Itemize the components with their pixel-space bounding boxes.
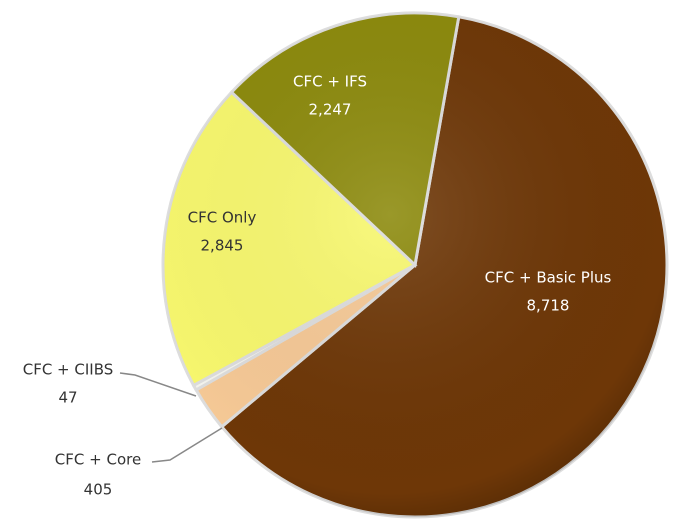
slice-value: 2,845 bbox=[201, 237, 244, 255]
slice-label: CFC + Core bbox=[55, 451, 141, 469]
slice-label: CFC + IFS bbox=[293, 73, 367, 91]
slice-value: 8,718 bbox=[527, 297, 570, 315]
slice-value: 47 bbox=[58, 389, 77, 407]
pie bbox=[161, 11, 669, 519]
slice-value: 405 bbox=[84, 481, 113, 499]
slice-value: 2,247 bbox=[309, 101, 352, 119]
leader-line bbox=[151, 427, 223, 463]
labels: CFC + Basic Plus 8,718 CFC + Core 405 CFC + … bbox=[23, 73, 612, 499]
leader-line bbox=[119, 372, 197, 397]
slice-label: CFC + Basic Plus bbox=[485, 269, 612, 287]
slice-label: CFC + CIIBS bbox=[23, 361, 114, 379]
slice-label: CFC Only bbox=[188, 209, 257, 227]
